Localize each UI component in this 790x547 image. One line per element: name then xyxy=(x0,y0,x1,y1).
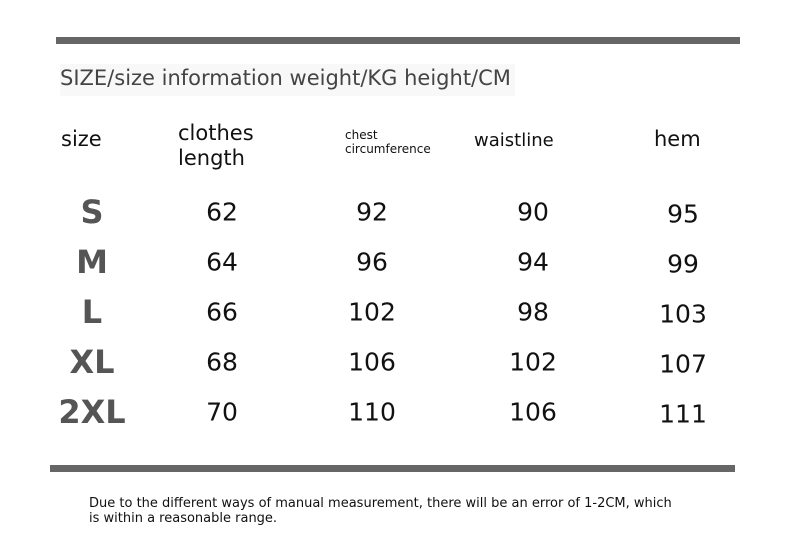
header-chest-line1: chest xyxy=(345,128,378,142)
cell-size: XL xyxy=(69,343,115,381)
cell-size: L xyxy=(81,293,103,331)
cell-length: 70 xyxy=(206,397,238,427)
measurement-note: Due to the different ways of manual meas… xyxy=(89,496,672,526)
cell-hem: 95 xyxy=(667,199,699,229)
bottom-divider xyxy=(50,465,735,472)
cell-hem: 111 xyxy=(659,399,707,429)
cell-hem: 107 xyxy=(659,349,707,379)
header-clothes-length-line1: clothes xyxy=(178,121,254,145)
cell-chest: 92 xyxy=(356,197,388,227)
cell-waist: 90 xyxy=(517,197,549,227)
cell-length: 66 xyxy=(206,297,238,327)
cell-hem: 103 xyxy=(659,299,707,329)
cell-chest: 110 xyxy=(348,397,396,427)
header-clothes-length-line2: length xyxy=(178,146,245,170)
cell-waist: 106 xyxy=(509,397,557,427)
header-chest: chest circumference xyxy=(345,128,431,156)
cell-hem: 99 xyxy=(667,249,699,279)
cell-chest: 96 xyxy=(356,247,388,277)
cell-waist: 98 xyxy=(517,297,549,327)
top-divider xyxy=(56,37,740,44)
cell-length: 62 xyxy=(206,197,238,227)
cell-chest: 102 xyxy=(348,297,396,327)
cell-length: 68 xyxy=(206,347,238,377)
header-size: size xyxy=(61,127,102,151)
cell-chest: 106 xyxy=(348,347,396,377)
cell-size: M xyxy=(76,243,108,281)
header-clothes-length: clothes length xyxy=(178,121,254,171)
chart-title: SIZE/size information weight/KG height/C… xyxy=(60,64,515,96)
cell-size: S xyxy=(80,193,104,231)
header-hem: hem xyxy=(654,127,701,151)
note-line1: Due to the different ways of manual meas… xyxy=(89,496,672,511)
cell-size: 2XL xyxy=(58,393,126,431)
header-waistline: waistline xyxy=(474,130,554,151)
note-line2: is within a reasonable range. xyxy=(89,511,278,526)
header-chest-line2: circumference xyxy=(345,142,431,156)
cell-length: 64 xyxy=(206,247,238,277)
cell-waist: 94 xyxy=(517,247,549,277)
cell-waist: 102 xyxy=(509,347,557,377)
